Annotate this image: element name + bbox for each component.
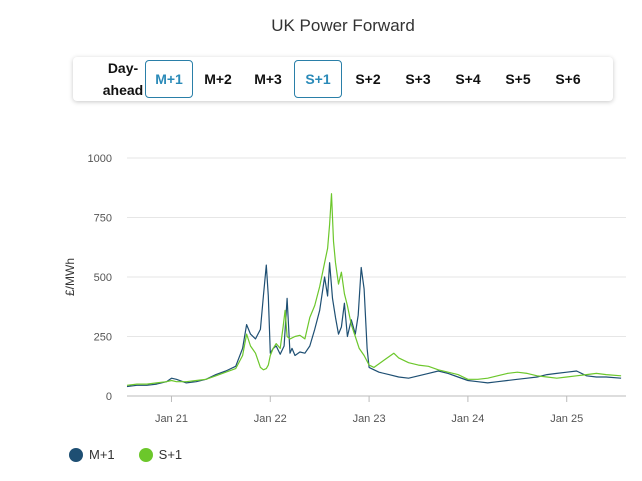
chart-title: UK Power Forward: [271, 16, 415, 35]
tab-s4[interactable]: S+4: [455, 71, 481, 87]
tab-s1[interactable]: S+1: [294, 60, 342, 98]
legend-label-s1: S+1: [158, 447, 183, 462]
y-tick-label: 750: [94, 213, 112, 225]
series-line-m1[interactable]: [126, 262, 622, 388]
series-line-s1[interactable]: [126, 193, 622, 386]
tab-m3[interactable]: M+3: [254, 71, 282, 87]
legend-marker-s1: [138, 447, 153, 462]
y-tick-label: 500: [94, 272, 112, 284]
y-tick-label: 1000: [88, 153, 112, 165]
tab-m2[interactable]: M+2: [204, 71, 232, 87]
tab-day-ahead-label: Day-ahead: [102, 60, 144, 98]
tab-m1[interactable]: M+1: [145, 60, 193, 98]
legend-label-m1: M+1: [89, 447, 115, 462]
grid-lines: [127, 157, 626, 397]
tab-s2[interactable]: S+2: [355, 71, 381, 87]
x-tick-label: Jan 22: [254, 413, 287, 425]
y-axis-label: £/MWh: [63, 258, 77, 296]
x-tick-label: Jan 21: [155, 413, 188, 425]
y-axis-ticks: 0 250 500 750 1000: [88, 153, 112, 403]
x-tick-label: Jan 24: [451, 413, 484, 425]
legend-marker-m1: [69, 447, 83, 462]
x-tick-label: Jan 25: [550, 413, 583, 425]
horizon-tab-bar: Day-ahead M+1 M+2 M+3 S+1 S+2 S+3 S+4 S+…: [73, 57, 613, 101]
x-axis-ticks: Jan 21 Jan 22 Jan 23 Jan 24 Jan 25: [155, 396, 583, 425]
legend-item-m1[interactable]: M+1: [69, 447, 115, 462]
x-tick-label: Jan 23: [353, 413, 386, 425]
y-tick-label: 0: [106, 391, 112, 403]
series-lines: [126, 193, 622, 388]
tab-s3[interactable]: S+3: [405, 71, 431, 87]
tab-s6[interactable]: S+6: [555, 71, 581, 87]
y-tick-label: 250: [94, 332, 112, 344]
tab-day-ahead[interactable]: Day-ahead: [93, 60, 153, 98]
legend: M+1 S+1: [69, 447, 182, 462]
tab-s5[interactable]: S+5: [505, 71, 531, 87]
legend-item-s1[interactable]: S+1: [138, 447, 183, 462]
